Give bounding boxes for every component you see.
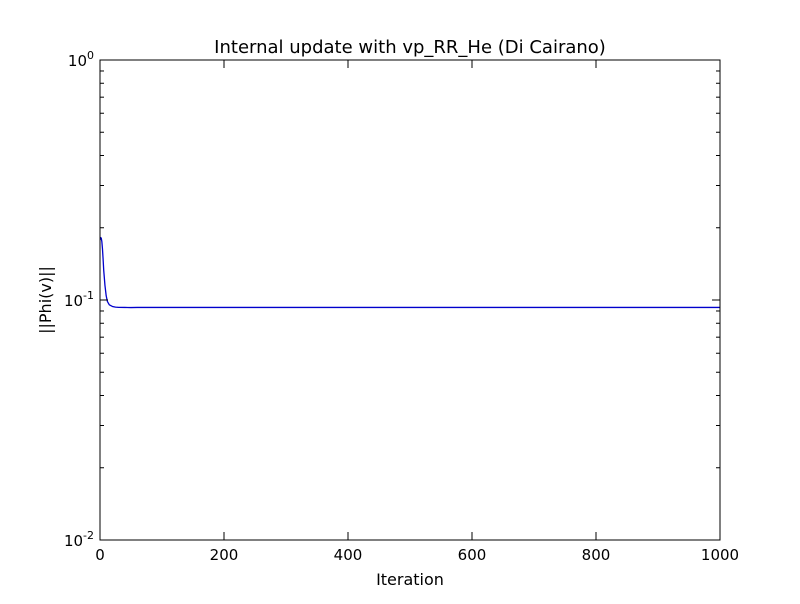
y-tick-label: 10-1 — [64, 289, 94, 310]
y-tick-label: 100 — [68, 49, 94, 70]
x-tick-label: 0 — [95, 546, 105, 564]
x-tick-label: 800 — [582, 546, 611, 564]
x-tick-label: 200 — [210, 546, 239, 564]
y-tick-label: 10-2 — [64, 529, 94, 550]
plot-area: 0 200 400 600 800 1000 10-2 10-1 100 — [64, 49, 739, 564]
y-axis-label: ||Phi(v)|| — [36, 266, 55, 334]
plot-frame — [99, 59, 721, 541]
x-tick-label: 600 — [458, 546, 487, 564]
series-line-0 — [100, 236, 720, 309]
x-axis-label: Iteration — [376, 570, 444, 589]
chart-title: Internal update with vp_RR_He (Di Cairan… — [214, 37, 606, 58]
x-tick-label: 1000 — [701, 546, 739, 564]
x-tick-label: 400 — [334, 546, 363, 564]
